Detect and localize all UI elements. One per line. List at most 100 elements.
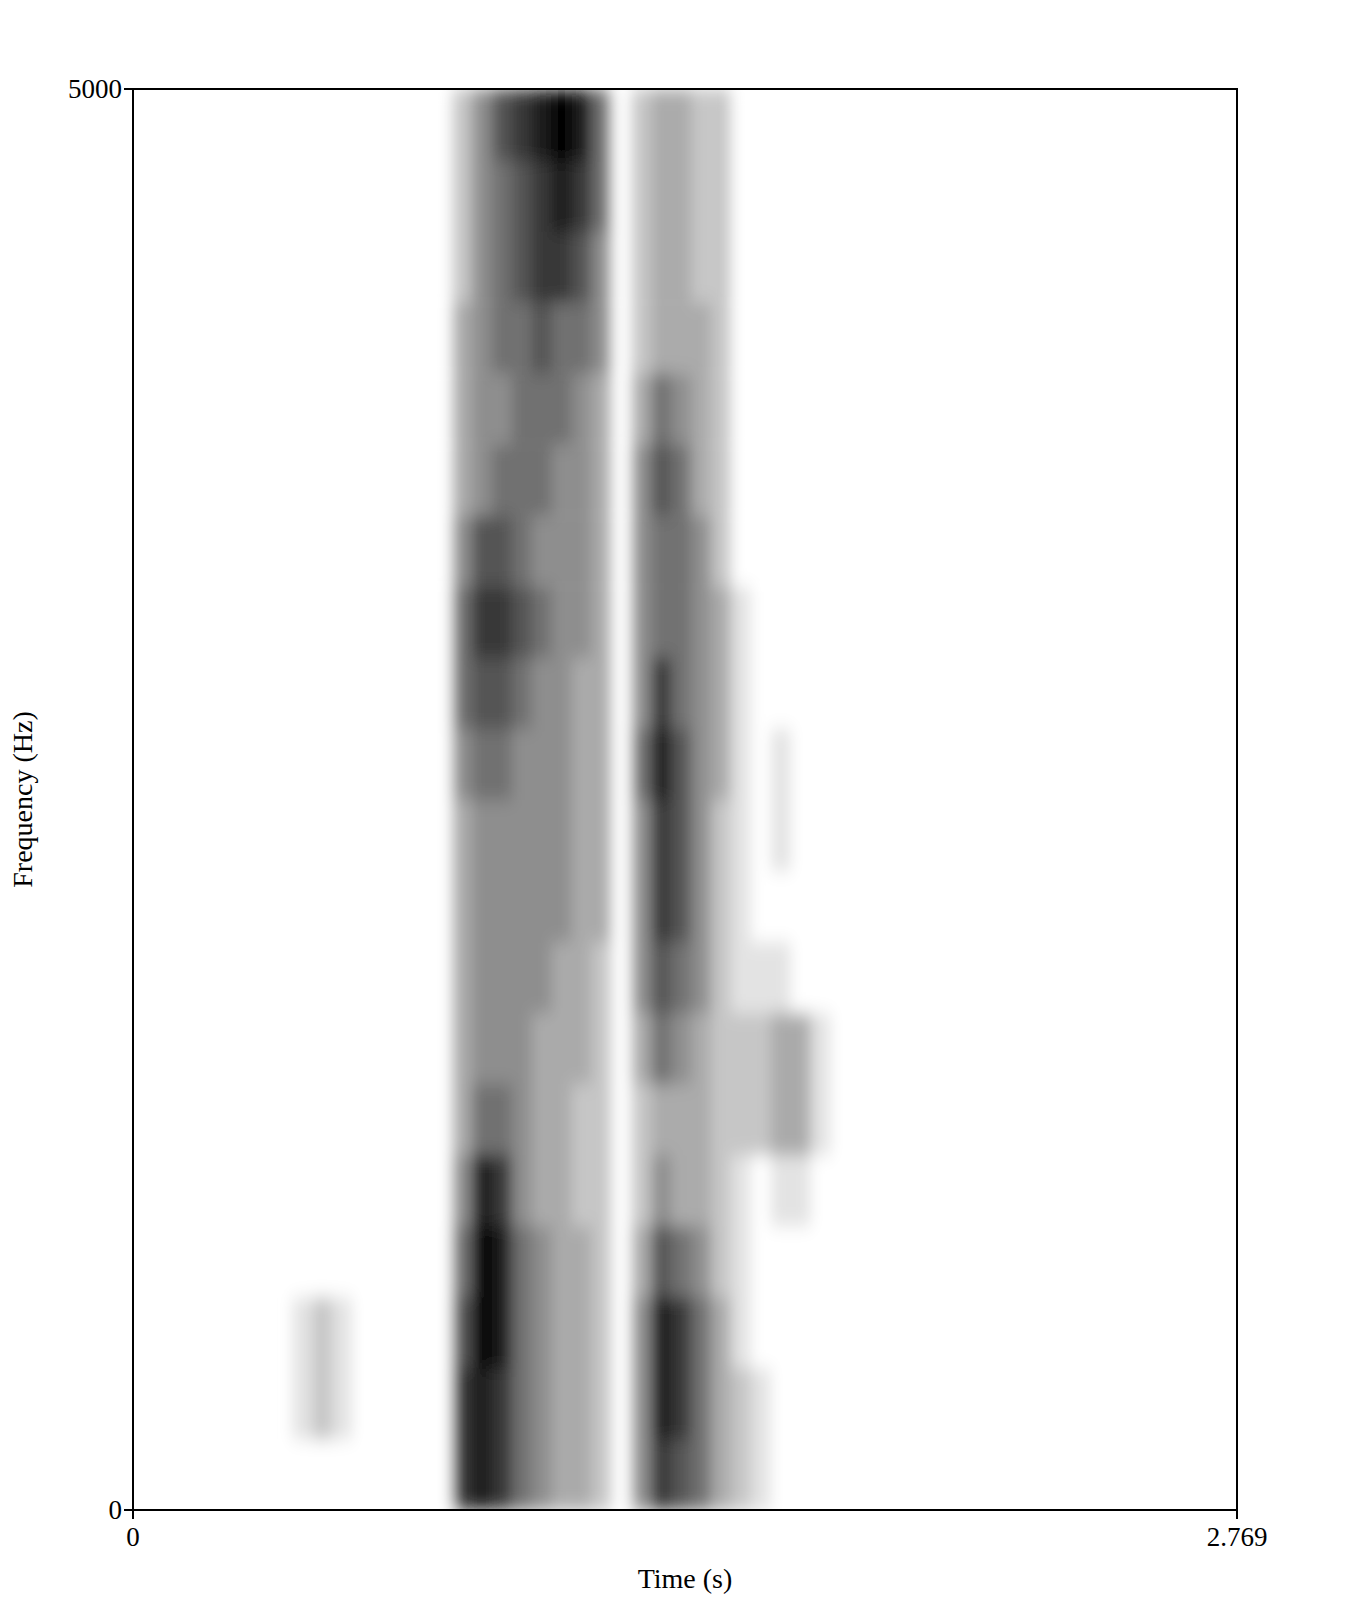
spectrogram-cell — [352, 1155, 372, 1227]
spectrogram-cell — [631, 1013, 651, 1085]
spectrogram-cell — [731, 160, 751, 232]
spectrogram-cell — [292, 1155, 312, 1227]
spectrogram-cell — [492, 444, 512, 516]
spectrogram-cell — [292, 515, 312, 587]
y-axis-label: Frequency (Hz) — [7, 711, 38, 887]
spectrogram-cell — [452, 1084, 472, 1156]
spectrogram-cell — [611, 160, 631, 232]
spectrogram-cell — [452, 942, 472, 1014]
spectrogram-cell — [492, 1155, 512, 1227]
spectrogram-cell — [671, 373, 691, 445]
spectrogram-cell — [372, 89, 392, 161]
spectrogram-cell — [372, 1226, 392, 1298]
spectrogram-cell — [312, 728, 332, 800]
spectrogram-cell — [572, 1368, 592, 1440]
spectrogram-cell — [512, 1226, 532, 1298]
spectrogram-cell — [352, 302, 372, 374]
spectrogram-cell — [731, 1013, 751, 1085]
spectrogram-cell — [651, 942, 671, 1014]
spectrogram-cell — [831, 586, 851, 658]
spectrogram-cell — [292, 942, 312, 1014]
spectrogram-cell — [372, 160, 392, 232]
x-tick-label: 0 — [126, 1522, 140, 1552]
spectrogram-cell — [671, 1226, 691, 1298]
spectrogram-cell — [572, 231, 592, 303]
spectrogram-cell — [512, 302, 532, 374]
spectrogram-cell — [412, 373, 432, 445]
spectrogram-cell — [771, 800, 791, 872]
spectrogram-cell — [332, 657, 352, 729]
spectrogram-cell — [452, 800, 472, 872]
spectrogram-cell — [831, 800, 851, 872]
spectrogram-cell — [332, 302, 352, 374]
spectrogram-cell — [432, 515, 452, 587]
spectrogram-cell — [791, 1368, 811, 1440]
spectrogram-cell — [751, 1439, 771, 1510]
spectrogram-cell — [711, 89, 731, 161]
spectrogram-cell — [472, 160, 492, 232]
spectrogram-cell — [312, 160, 332, 232]
spectrogram-cell — [592, 800, 612, 872]
spectrogram-cell — [631, 942, 651, 1014]
spectrogram-cell — [352, 800, 372, 872]
spectrogram-cell — [392, 1013, 412, 1085]
spectrogram-cell — [811, 515, 831, 587]
spectrogram-cell — [572, 800, 592, 872]
spectrogram-cell — [671, 302, 691, 374]
spectrogram-cell — [731, 1368, 751, 1440]
spectrogram-cell — [711, 231, 731, 303]
spectrogram-cell — [312, 1297, 332, 1369]
spectrogram-cell — [611, 942, 631, 1014]
spectrogram-cell — [332, 1155, 352, 1227]
spectrogram-cell — [372, 1084, 392, 1156]
spectrogram-cell — [352, 1084, 372, 1156]
spectrogram-cell — [611, 1155, 631, 1227]
spectrogram-cell — [492, 657, 512, 729]
spectrogram-cell — [791, 444, 811, 516]
spectrogram-cell — [631, 302, 651, 374]
spectrogram-cell — [711, 871, 731, 943]
spectrogram-cell — [452, 1439, 472, 1510]
spectrogram-cell — [572, 1226, 592, 1298]
spectrogram-cell — [611, 800, 631, 872]
spectrogram-cell — [671, 1297, 691, 1369]
spectrogram-cell — [472, 302, 492, 374]
spectrogram-cell — [372, 1013, 392, 1085]
spectrogram-cell — [512, 89, 532, 161]
spectrogram-cell — [432, 444, 452, 516]
spectrogram-cell — [791, 586, 811, 658]
spectrogram-cell — [671, 1084, 691, 1156]
spectrogram-cell — [412, 1439, 432, 1510]
spectrogram-cell — [771, 728, 791, 800]
spectrogram-cell — [611, 515, 631, 587]
spectrogram-cell — [731, 373, 751, 445]
spectrogram-cell — [372, 942, 392, 1014]
spectrogram-cell — [532, 1155, 552, 1227]
spectrogram-cell — [412, 1297, 432, 1369]
spectrogram-cell — [592, 231, 612, 303]
spectrogram-cell — [512, 444, 532, 516]
spectrogram-cell — [631, 373, 651, 445]
spectrogram-cell — [292, 444, 312, 516]
spectrogram-cell — [651, 1439, 671, 1510]
spectrogram-cell — [831, 1439, 851, 1510]
spectrogram-cell — [292, 871, 312, 943]
spectrogram-cell — [731, 515, 751, 587]
spectrogram-cell — [611, 1368, 631, 1440]
spectrogram-cell — [472, 373, 492, 445]
spectrogram-cell — [831, 160, 851, 232]
spectrogram-cell — [611, 1439, 631, 1510]
spectrogram-cell — [492, 1013, 512, 1085]
spectrogram-cell — [631, 728, 651, 800]
spectrogram-cell — [691, 1013, 711, 1085]
spectrogram-cell — [671, 89, 691, 161]
spectrogram-cell — [392, 1226, 412, 1298]
spectrogram-cell — [452, 657, 472, 729]
spectrogram-cell — [392, 1084, 412, 1156]
spectrogram-cell — [292, 302, 312, 374]
spectrogram-cell — [372, 373, 392, 445]
spectrogram-cell — [452, 1368, 472, 1440]
spectrogram-cell — [811, 586, 831, 658]
spectrogram-cell — [651, 1297, 671, 1369]
spectrogram-cell — [791, 1084, 811, 1156]
